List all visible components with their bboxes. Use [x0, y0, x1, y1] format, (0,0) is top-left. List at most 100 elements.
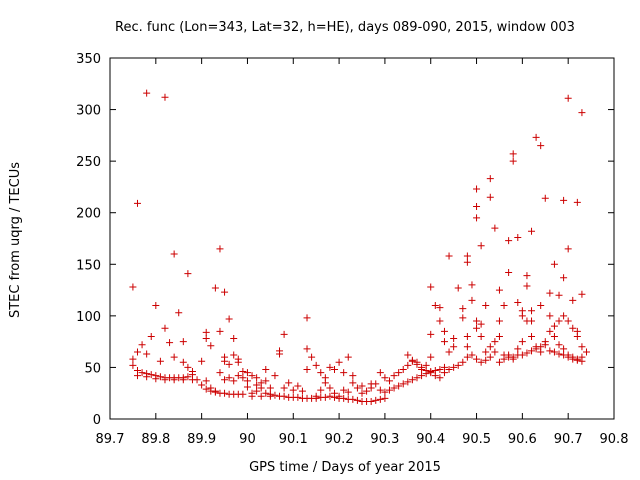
data-point — [248, 392, 256, 400]
data-point — [367, 380, 375, 388]
data-point — [221, 376, 229, 384]
data-point — [560, 274, 568, 282]
data-point — [422, 370, 430, 378]
data-point — [321, 374, 329, 382]
data-point — [376, 369, 384, 377]
data-point — [468, 351, 476, 359]
data-point — [317, 369, 325, 377]
data-point — [138, 341, 146, 349]
data-point — [239, 368, 247, 376]
data-point — [473, 185, 481, 193]
data-point — [289, 386, 297, 394]
data-point — [230, 335, 238, 343]
data-point — [564, 245, 572, 253]
data-point — [202, 328, 210, 336]
data-point — [550, 322, 558, 330]
data-point — [211, 284, 219, 292]
data-point — [486, 193, 494, 201]
data-point — [280, 330, 288, 338]
data-point — [161, 324, 169, 332]
data-point — [331, 365, 339, 373]
data-point — [583, 348, 591, 356]
data-point — [376, 395, 384, 403]
data-point — [381, 374, 389, 382]
data-point — [431, 302, 439, 310]
data-point — [184, 363, 192, 371]
data-point — [436, 317, 444, 325]
data-point — [482, 302, 490, 310]
data-point — [230, 377, 238, 385]
data-point — [143, 89, 151, 97]
data-point — [573, 198, 581, 206]
data-point — [331, 393, 339, 401]
data-point — [495, 317, 503, 325]
data-point — [161, 376, 169, 384]
data-point — [152, 302, 160, 310]
data-point — [564, 94, 572, 102]
data-point — [243, 377, 251, 385]
data-point — [477, 320, 485, 328]
data-point — [518, 351, 526, 359]
data-point — [298, 387, 306, 395]
data-point — [450, 335, 458, 343]
data-point — [477, 242, 485, 250]
x-tick-label: 90.5 — [462, 432, 491, 447]
plot-frame — [109, 57, 615, 420]
data-point — [413, 360, 421, 368]
data-point — [560, 351, 568, 359]
data-point — [303, 345, 311, 353]
data-point — [221, 288, 229, 296]
data-point — [399, 365, 407, 373]
y-tick-label: 300 — [76, 104, 101, 119]
data-point — [537, 343, 545, 351]
data-point — [161, 93, 169, 101]
data-point — [303, 365, 311, 373]
data-point — [285, 379, 293, 387]
data-point — [509, 157, 517, 165]
data-point — [133, 372, 141, 380]
data-point — [564, 317, 572, 325]
data-point — [335, 358, 343, 366]
data-point — [271, 372, 279, 380]
data-point — [528, 347, 536, 355]
data-point — [221, 357, 229, 365]
data-point — [143, 350, 151, 358]
data-point — [459, 305, 467, 313]
data-point — [367, 397, 375, 405]
data-point — [495, 286, 503, 294]
data-point — [463, 353, 471, 361]
data-point — [450, 363, 458, 371]
data-point — [569, 324, 577, 332]
data-point — [463, 343, 471, 351]
data-point — [152, 375, 160, 383]
data-point — [528, 307, 536, 315]
data-point — [216, 369, 224, 377]
data-point — [445, 365, 453, 373]
data-point — [463, 258, 471, 266]
data-point — [294, 382, 302, 390]
data-point — [436, 304, 444, 312]
data-point — [495, 332, 503, 340]
data-point — [440, 369, 448, 377]
data-point — [294, 393, 302, 401]
data-point — [427, 353, 435, 361]
data-point — [523, 272, 531, 280]
data-point — [477, 332, 485, 340]
data-point — [156, 373, 164, 381]
data-point — [473, 203, 481, 211]
data-point — [349, 379, 357, 387]
data-point — [569, 296, 577, 304]
data-point — [202, 335, 210, 343]
data-point — [198, 381, 206, 389]
data-point — [550, 332, 558, 340]
data-point — [170, 376, 178, 384]
data-point — [440, 327, 448, 335]
data-point — [500, 355, 508, 363]
data-point — [578, 290, 586, 298]
data-point — [445, 348, 453, 356]
y-tick-label: 50 — [84, 361, 101, 376]
data-point — [440, 338, 448, 346]
data-point — [262, 389, 270, 397]
data-point — [468, 281, 476, 289]
data-point — [353, 396, 361, 404]
